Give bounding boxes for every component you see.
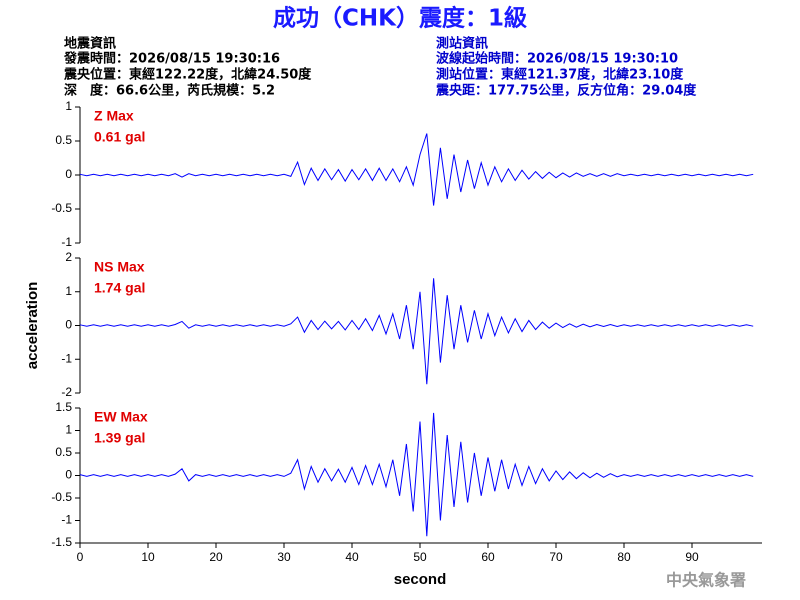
- y-tick-label: 1: [65, 284, 72, 298]
- footer-logo: 中央氣象署: [666, 571, 746, 590]
- max-annotation: 1.74 gal: [94, 280, 145, 296]
- info-line: 測站資訊: [436, 36, 488, 52]
- earthquake-info: 地震資訊 發震時間：2026/08/15 19:30:16 震央位置：東經122…: [63, 36, 312, 99]
- y-tick-label: -0.5: [51, 490, 72, 504]
- x-tick-label: 50: [413, 550, 427, 564]
- max-annotation: 0.61 gal: [94, 129, 145, 145]
- info-line: 震央距：177.75公里，反方位角：29.04度: [435, 83, 697, 99]
- x-tick-label: 80: [617, 550, 631, 564]
- y-axis-label: acceleration: [24, 282, 41, 370]
- x-tick-label: 40: [345, 550, 359, 564]
- x-tick-label: 70: [549, 550, 563, 564]
- waveform: [79, 412, 754, 537]
- x-tick-label: 20: [209, 550, 223, 564]
- info-line: 地震資訊: [64, 36, 116, 52]
- y-tick-label: -0.5: [51, 201, 72, 215]
- y-tick-label: 0: [65, 167, 72, 181]
- y-tick-label: 2: [65, 250, 72, 264]
- info-line: 震央位置：東經122.22度，北緯24.50度: [63, 67, 312, 83]
- info-line: 測站位置：東經121.37度，北緯23.10度: [436, 67, 684, 83]
- x-tick-label: 0: [77, 550, 84, 564]
- max-annotation: EW Max: [94, 409, 148, 425]
- max-annotation: NS Max: [94, 259, 145, 275]
- x-tick-label: 10: [141, 550, 155, 564]
- info-line: 深 度：66.6公里，芮氏規模：5.2: [64, 83, 275, 99]
- x-tick-label: 30: [277, 550, 291, 564]
- y-tick-label: -1: [61, 235, 72, 249]
- info-line: 發震時間：2026/08/15 19:30:16: [63, 51, 280, 67]
- y-tick-label: -1: [61, 513, 72, 527]
- y-tick-label: 0: [65, 318, 72, 332]
- y-tick-label: 0: [65, 468, 72, 482]
- waveform: [79, 278, 754, 385]
- title: 成功（CHK）震度：1級: [273, 5, 527, 32]
- x-axis-label: second: [394, 571, 447, 588]
- y-tick-label: 0.5: [55, 133, 72, 147]
- max-annotation: 1.39 gal: [94, 430, 145, 446]
- max-annotation: Z Max: [94, 108, 134, 124]
- y-tick-label: 1.5: [55, 400, 72, 414]
- waveform: [79, 133, 754, 206]
- y-tick-label: -1: [61, 351, 72, 365]
- x-tick-label: 90: [685, 550, 699, 564]
- y-tick-label: -1.5: [51, 535, 72, 549]
- y-tick-label: 1: [65, 99, 72, 113]
- x-tick-label: 60: [481, 550, 495, 564]
- y-tick-label: -2: [61, 385, 72, 399]
- y-tick-label: 0.5: [55, 445, 72, 459]
- info-line: 波線起始時間：2026/08/15 19:30:10: [436, 51, 678, 67]
- station-info: 測站資訊 波線起始時間：2026/08/15 19:30:10 測站位置：東經1…: [435, 36, 697, 99]
- y-tick-label: 1: [65, 423, 72, 437]
